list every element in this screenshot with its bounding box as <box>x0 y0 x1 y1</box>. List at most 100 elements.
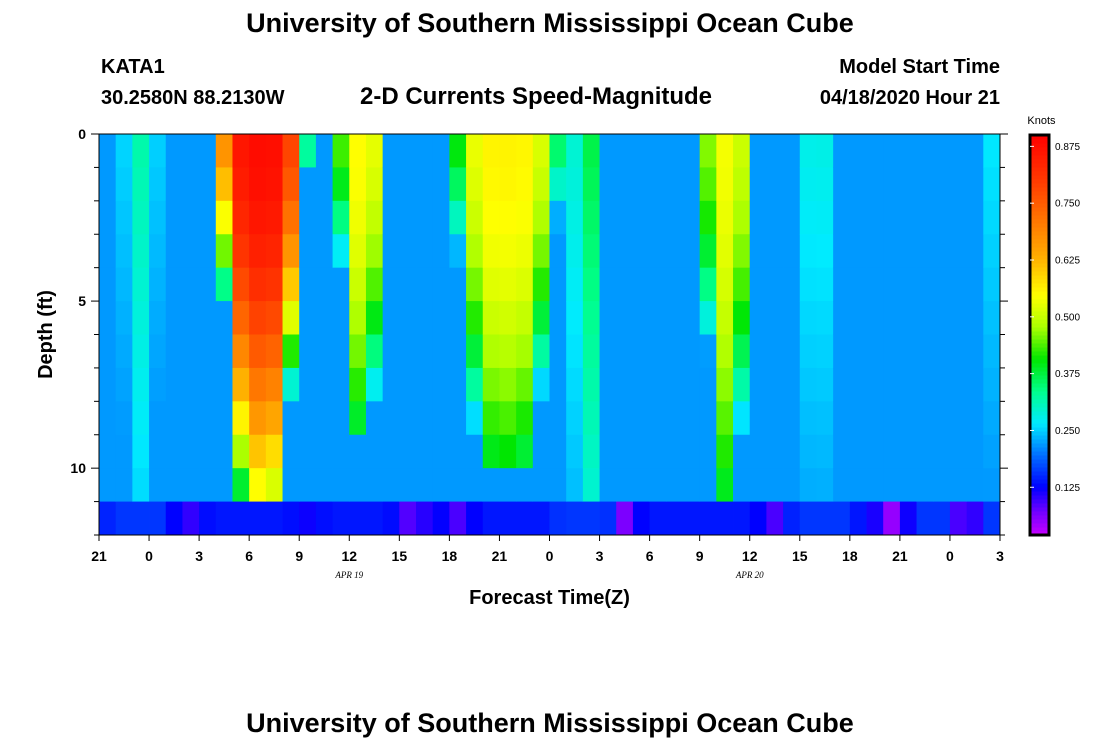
heatmap-cell <box>783 234 801 269</box>
heatmap-cell <box>933 468 951 502</box>
heatmap-cell <box>733 468 751 502</box>
heatmap-cell <box>716 401 734 436</box>
heatmap-cell <box>182 367 200 402</box>
heatmap-cell <box>849 134 867 168</box>
heatmap-cell <box>682 334 701 369</box>
heatmap-cell <box>499 167 517 202</box>
colorbar-segment <box>1030 247 1049 252</box>
heatmap-cell <box>666 501 684 536</box>
heatmap-cell <box>115 434 133 469</box>
colorbar-segment <box>1030 327 1049 332</box>
heatmap-cell <box>115 301 133 335</box>
heatmap-cell <box>599 200 617 235</box>
heatmap-cell <box>332 134 350 168</box>
heatmap-cell <box>115 200 133 235</box>
x-tick-label: 15 <box>792 548 808 564</box>
heatmap-cell <box>499 434 517 469</box>
heatmap-cell <box>649 200 667 235</box>
colorbar-segment <box>1030 443 1049 448</box>
heatmap-cell <box>849 167 867 202</box>
colorbar-segment <box>1030 351 1049 356</box>
heatmap-cell <box>549 267 567 302</box>
colorbar-segment <box>1030 191 1049 196</box>
heatmap-cell <box>432 468 450 502</box>
heatmap-cell <box>866 234 884 269</box>
x-date-label: APR 20 <box>735 570 764 580</box>
heatmap-cell <box>632 334 651 369</box>
heatmap-cell <box>566 367 584 402</box>
heatmap-cell <box>966 267 984 302</box>
y-tick-label: 5 <box>78 293 86 309</box>
heatmap-cell <box>682 401 701 436</box>
heatmap-cell <box>532 434 550 469</box>
heatmap-cell <box>566 167 584 202</box>
heatmap-cell <box>949 167 968 202</box>
heatmap-cell <box>532 367 550 402</box>
heatmap-cell <box>315 468 333 502</box>
heatmap-cell <box>365 234 384 269</box>
x-tick-label: 0 <box>546 548 554 564</box>
x-tick-label: 18 <box>842 548 858 564</box>
heatmap-cell <box>716 501 734 536</box>
heatmap-cell <box>816 134 834 168</box>
heatmap-cell <box>499 234 517 269</box>
heatmap-cell <box>649 501 667 536</box>
heatmap-cell <box>666 167 684 202</box>
colorbar-segment <box>1030 215 1049 220</box>
heatmap-cell <box>232 134 250 168</box>
heatmap-cell <box>749 134 767 168</box>
heatmap-cell <box>282 267 300 302</box>
colorbar-segment <box>1030 199 1049 204</box>
heatmap-cell <box>916 468 934 502</box>
heatmap-cell <box>983 334 1001 369</box>
heatmap-cell <box>249 200 267 235</box>
heatmap-cell <box>699 267 717 302</box>
colorbar-segment <box>1030 527 1049 532</box>
heatmap-cell <box>916 301 934 335</box>
heatmap-cell <box>649 234 667 269</box>
heatmap-cell <box>99 267 117 302</box>
heatmap-cell <box>449 401 467 436</box>
heatmap-cell <box>616 434 634 469</box>
colorbar-segment <box>1030 211 1049 216</box>
heatmap-cell <box>649 367 667 402</box>
heatmap-cell <box>449 267 467 302</box>
heatmap-cell <box>365 134 384 168</box>
heatmap-cell <box>182 200 200 235</box>
heatmap-cell <box>482 367 500 402</box>
x-tick-label: 12 <box>742 548 758 564</box>
heatmap-cell <box>149 501 167 536</box>
heatmap-cell <box>382 267 400 302</box>
colorbar-segment <box>1030 203 1049 208</box>
heatmap-cell <box>933 367 951 402</box>
x-tick-label: 3 <box>596 548 604 564</box>
heatmap-cell <box>249 267 267 302</box>
heatmap-cell <box>582 501 600 536</box>
heatmap-cell <box>816 167 834 202</box>
heatmap-cell <box>682 468 701 502</box>
colorbar-segment <box>1030 363 1049 368</box>
heatmap-cell <box>933 167 951 202</box>
heatmap-cell <box>666 401 684 436</box>
heatmap-cell <box>149 367 167 402</box>
heatmap-cell <box>816 234 834 269</box>
heatmap-cell <box>783 401 801 436</box>
colorbar-segment <box>1030 407 1049 412</box>
heatmap-cell <box>349 234 367 269</box>
colorbar-segment <box>1030 499 1049 504</box>
heatmap-cell <box>115 401 133 436</box>
heatmap-cell <box>566 434 584 469</box>
heatmap-cell <box>249 167 267 202</box>
heatmap-cell <box>983 301 1001 335</box>
heatmap-cell <box>282 234 300 269</box>
heatmap-cell <box>682 167 701 202</box>
heatmap-cell <box>616 134 634 168</box>
heatmap-cell <box>532 167 550 202</box>
colorbar-segment <box>1030 219 1049 224</box>
colorbar-segment <box>1030 467 1049 472</box>
heatmap-cell <box>349 367 367 402</box>
heatmap-cell <box>849 501 867 536</box>
colorbar-segment <box>1030 395 1049 400</box>
heatmap-cell <box>949 334 968 369</box>
heatmap-cell <box>516 501 534 536</box>
